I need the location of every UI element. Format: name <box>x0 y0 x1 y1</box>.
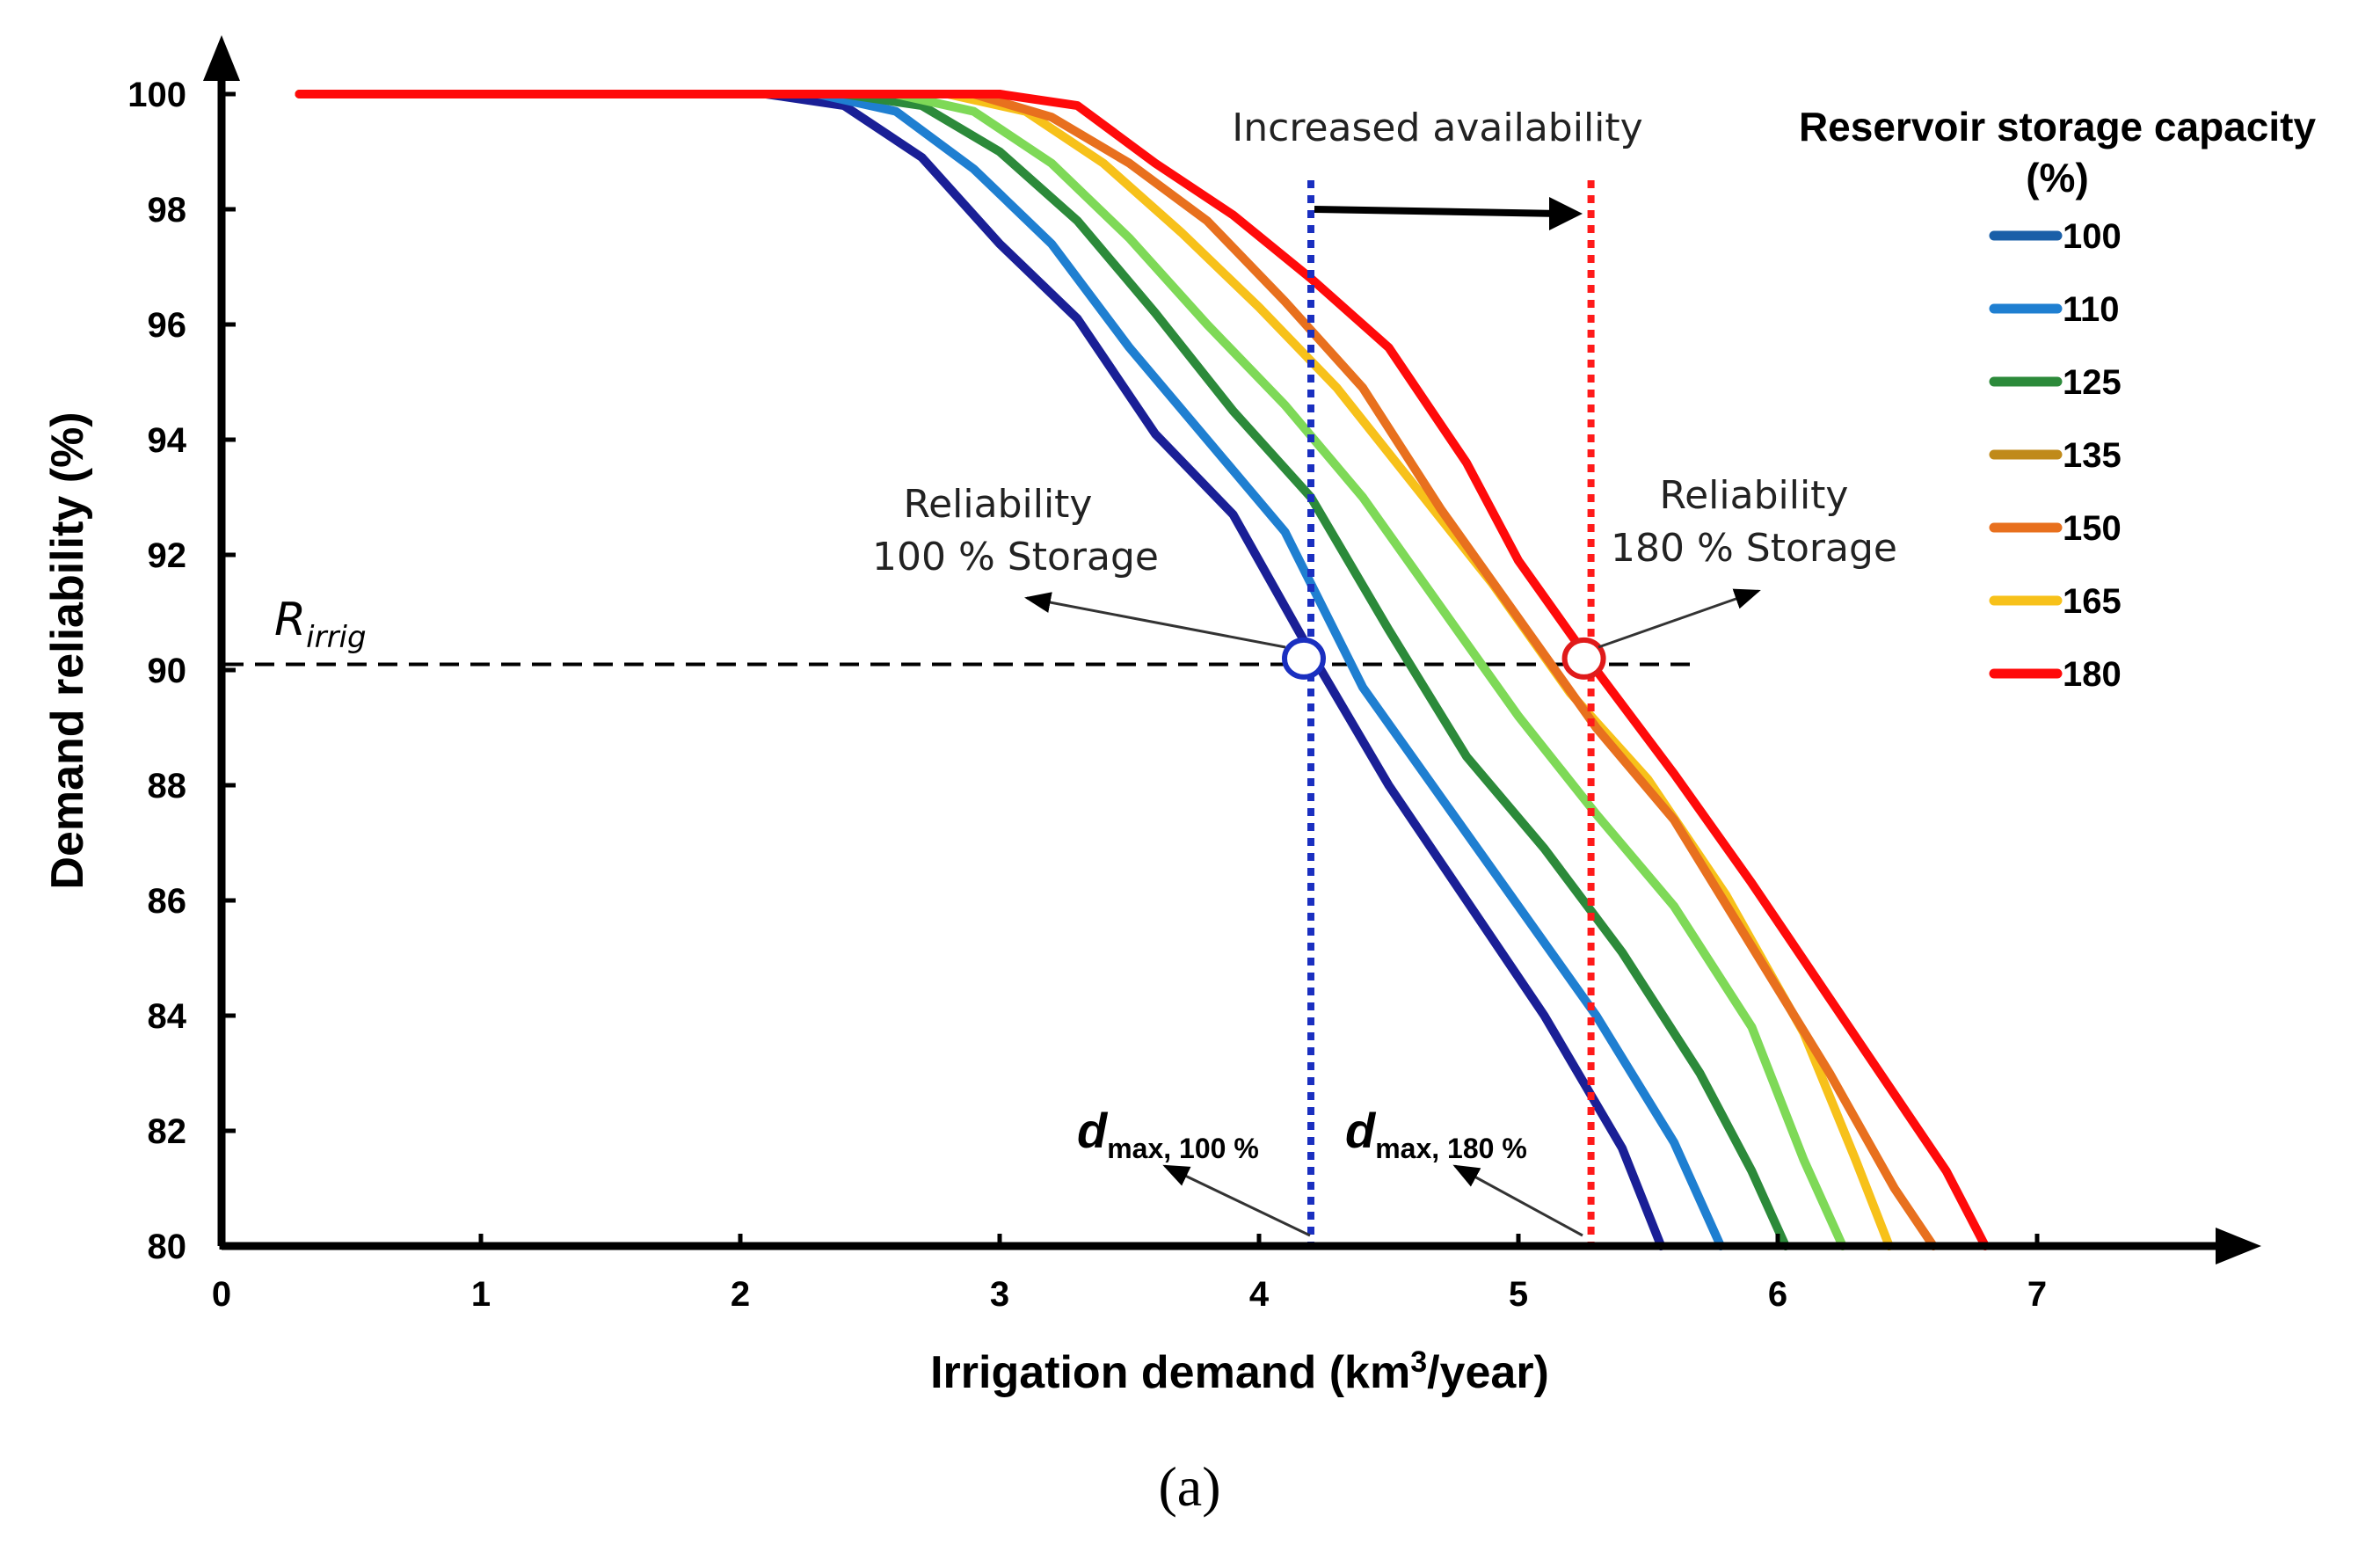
y-axis-arrowhead <box>203 35 240 81</box>
pointer-dmax-100 <box>1162 1164 1311 1237</box>
pointer-dmax-180 <box>1452 1164 1583 1237</box>
legend-label-165: 165 <box>2063 582 2122 621</box>
x-axis-title: Irrigation demand (km3/year) <box>930 1345 1549 1398</box>
x-tick-label-1: 1 <box>471 1275 491 1314</box>
dmax-180-label: dmax, 180 % <box>1345 1103 1527 1164</box>
reliability-180-label-line1: Reliability <box>1660 473 1849 518</box>
x-axis-arrowhead <box>2216 1228 2261 1264</box>
x-tick-label-7: 7 <box>2027 1275 2047 1314</box>
intersection-marker-2 <box>1561 637 1606 680</box>
reliability-180-label-line2: 180 % Storage <box>1611 526 1897 571</box>
dmax-180-sub: max, 180 % <box>1375 1133 1527 1164</box>
increased-availability-arrow <box>1314 206 1561 217</box>
y-tick-label-98: 98 <box>148 191 187 230</box>
legend-label-135: 135 <box>2063 436 2122 475</box>
legend-title-line1: Reservoir storage capacity <box>1799 104 2316 149</box>
x-axis-title-main: Irrigation demand (km <box>930 1347 1410 1398</box>
x-tick-label-5: 5 <box>1509 1275 1528 1314</box>
dmax-100-sub: max, 100 % <box>1107 1133 1259 1164</box>
reliability-100-label-line2: 100 % Storage <box>872 535 1159 579</box>
r-irrig-main: R <box>274 594 306 646</box>
series-line-125 <box>295 90 1790 1250</box>
r-irrig-label: Rirrig <box>274 594 367 655</box>
series-line-135 <box>295 90 1847 1250</box>
legend-label-150: 150 <box>2063 509 2122 548</box>
figure-caption: (a) <box>1158 1455 1220 1518</box>
series-line-180 <box>295 90 1990 1250</box>
r-irrig-sub: irrig <box>306 620 366 655</box>
series-line-110 <box>295 90 1726 1250</box>
pointer-reliability-100 <box>1024 592 1286 649</box>
x-tick-label-0: 0 <box>212 1275 231 1314</box>
intersection-marker-1 <box>1282 637 1326 680</box>
y-tick-label-100: 100 <box>127 76 186 114</box>
y-tick-label-90: 90 <box>148 652 187 690</box>
y-tick-label-86: 86 <box>148 882 187 921</box>
dmax-100-label: dmax, 100 % <box>1077 1103 1259 1164</box>
series-line-150 <box>295 90 1894 1250</box>
x-axis-title-sup: 3 <box>1410 1345 1427 1379</box>
x-tick-label-3: 3 <box>990 1275 1009 1314</box>
y-axis-title: Demand reliability (%) <box>42 412 93 889</box>
chart-dynamic-layer: 0 1 2 3 4 5 6 7 80 82 84 86 88 90 92 94 96 98 100 100 110 125… <box>127 35 2261 1314</box>
increased-availability-arrowhead <box>1549 197 1583 230</box>
legend-title-line2: (%) <box>2026 155 2089 200</box>
y-tick-label-82: 82 <box>148 1112 187 1151</box>
x-tick-label-4: 4 <box>1249 1275 1270 1314</box>
series-line-100 <box>295 90 1666 1250</box>
y-tick-label-92: 92 <box>148 536 187 575</box>
legend-label-110: 110 <box>2063 290 2120 329</box>
legend-label-125: 125 <box>2063 363 2122 402</box>
reliability-100-label-line1: Reliability <box>904 482 1093 527</box>
y-tick-label-94: 94 <box>148 421 187 460</box>
legend-label-180: 180 <box>2063 655 2122 694</box>
x-axis-title-tail: /year) <box>1427 1347 1549 1398</box>
y-tick-label-84: 84 <box>148 997 187 1036</box>
x-tick-label-2: 2 <box>731 1275 750 1314</box>
increased-availability-label: Increased availability <box>1232 106 1642 150</box>
y-tick-label-80: 80 <box>148 1228 187 1266</box>
dmax-100-main: d <box>1077 1103 1109 1158</box>
y-tick-label-96: 96 <box>148 306 187 345</box>
dmax-180-main: d <box>1345 1103 1377 1158</box>
y-tick-label-88: 88 <box>148 767 187 805</box>
x-tick-label-6: 6 <box>1768 1275 1787 1314</box>
series-line-165 <box>295 90 1938 1250</box>
pointer-reliability-180 <box>1598 588 1761 649</box>
legend-label-100: 100 <box>2063 217 2122 256</box>
